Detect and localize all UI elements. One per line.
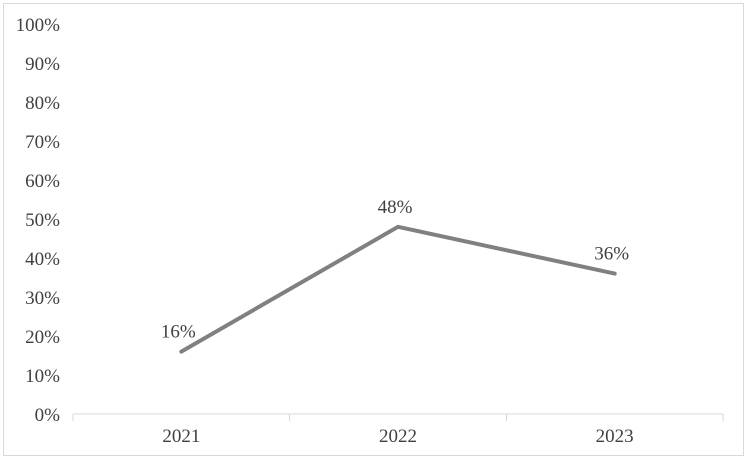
y-axis-tick-label: 70% [25, 132, 60, 153]
y-axis-tick-label: 0% [35, 405, 61, 426]
y-axis-tick-label: 90% [25, 54, 60, 75]
x-axis-category-label: 2022 [379, 426, 417, 447]
x-axis-category-label: 2023 [596, 426, 634, 447]
y-axis-tick-label: 40% [25, 249, 60, 270]
y-axis-tick-label: 30% [25, 288, 60, 309]
y-axis-tick-label: 100% [16, 15, 61, 36]
y-axis-tick-label: 10% [25, 366, 60, 387]
y-axis-tick-label: 80% [25, 93, 60, 114]
x-axis-category-label: 2021 [162, 426, 200, 447]
chart-border [3, 3, 744, 456]
data-point-label: 48% [378, 197, 413, 218]
data-series-line [179, 224, 617, 354]
y-axis-tick-label: 20% [25, 327, 60, 348]
data-point-label: 16% [161, 322, 196, 343]
y-axis-tick-label: 50% [25, 210, 60, 231]
data-point-label: 36% [594, 244, 629, 265]
y-axis-tick-label: 60% [25, 171, 60, 192]
